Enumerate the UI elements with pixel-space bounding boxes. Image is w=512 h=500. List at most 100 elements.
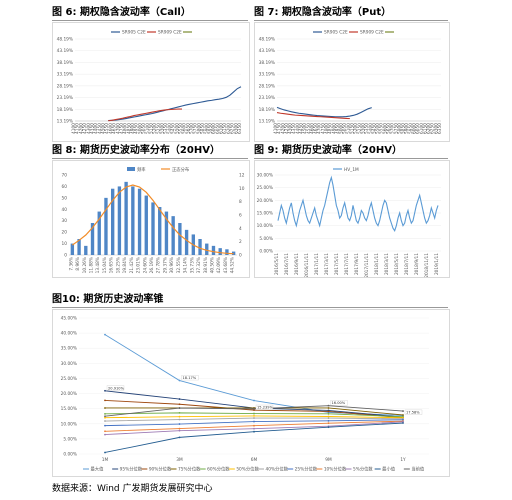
fig8-x-tick-label: 37.32% — [196, 257, 202, 273]
fig7-y-tick-label: 23.19% — [259, 95, 275, 101]
fig8-x-tick-label: 8.96% — [75, 257, 81, 271]
fig8-x-tick-label: 38.91% — [203, 257, 209, 273]
fig8-x-tick-label: 18.25% — [115, 257, 121, 273]
fig6-x-tick-label: 5950 — [207, 123, 213, 134]
fig6-x-tick-label: 4800 — [123, 123, 129, 134]
fig8-bar — [151, 202, 155, 255]
fig8-x-tick-label: 26.19% — [149, 257, 155, 273]
fig9-x-tick-label: 2018/7/11 — [404, 253, 410, 275]
fig6-x-tick-label: 4700 — [115, 123, 121, 134]
fig7-x-tick-label: 5850 — [401, 123, 407, 134]
fig10-series-point — [104, 416, 106, 419]
fig10-x-tick-label: 1Y — [400, 457, 406, 463]
fig7-x-tick-label: 4600 — [309, 123, 315, 134]
fig10-data-label-box — [330, 400, 348, 406]
fig8-left-tick-label: 50 — [62, 195, 68, 201]
fig10-data-label: 16.00% — [332, 401, 346, 405]
fig9-x-tick-label: 2017/5/11 — [334, 253, 340, 275]
fig10-series-point — [104, 333, 106, 336]
fig8-bar — [97, 211, 101, 255]
fig8-title: 图 8: 期货历史波动率分布（20HV） — [52, 144, 248, 159]
fig10-series-point — [178, 415, 181, 418]
fig10-series-point — [327, 404, 330, 407]
fig7-x-tick-label: 4950 — [335, 123, 341, 134]
fig8-bar — [90, 223, 95, 255]
fig9-x-tick-label: 2016/7/11 — [284, 253, 290, 275]
fig7-x-tick-label: 6250 — [430, 123, 436, 134]
fig10-legend-label: 90%分位数 — [149, 466, 172, 473]
fig7-x-tick-label: 4300 — [288, 123, 294, 134]
fig7-x-tick-label: 4650 — [313, 123, 319, 134]
fig7-series-line — [276, 106, 372, 118]
fig10-series-point — [178, 411, 181, 414]
fig6-legend-label: SR909 C2E — [158, 30, 182, 36]
fig10-y-tick-label: 10.00% — [61, 421, 77, 427]
fig8-bar — [158, 207, 162, 255]
fig7-x-tick-label: 6100 — [419, 123, 425, 134]
fig8-bar — [104, 197, 108, 255]
fig10-series-point — [327, 426, 330, 429]
fig6-x-tick-label: 4500 — [101, 123, 107, 134]
fig10-series-point — [327, 415, 330, 418]
fig8-x-tick-label: 27.78% — [156, 257, 162, 273]
fig6-x-tick-label: 6200 — [226, 123, 232, 134]
fig10-series-point — [402, 410, 404, 412]
fig10-y-tick-label: 45.00% — [61, 316, 77, 322]
fig10-series-point — [104, 424, 106, 427]
fig7-x-tick-label: 5800 — [397, 123, 403, 134]
fig8-legend-label: 正态分布 — [172, 166, 190, 173]
fig7-x-tick-label: 5650 — [386, 123, 392, 134]
fig9-x-tick-label: 2016/9/11 — [294, 253, 300, 275]
fig8-bar — [218, 248, 222, 255]
fig10-series-point — [253, 424, 255, 427]
fig10-legend-label: 60%分位数 — [207, 466, 230, 473]
fig8-x-tick-label: 19.84% — [122, 257, 128, 273]
fig6-legend-label: SR905 C2E — [122, 30, 146, 36]
fig10-series-point — [104, 420, 106, 422]
fig10-x-tick-label: 6M — [251, 457, 258, 463]
fig9-y-tick-label: 15.00% — [257, 211, 273, 217]
fig10-series-point — [402, 418, 404, 421]
fig10-series-point — [178, 423, 181, 425]
fig8-left-tick-label: 20 — [62, 230, 68, 236]
fig6-x-tick-label: 6000 — [211, 123, 217, 134]
fig10-legend-label: 10%分位数 — [324, 466, 347, 473]
fig7-x-tick-label: 6000 — [411, 123, 417, 134]
fig7-x-tick-label: 4250 — [284, 123, 290, 134]
fig8-bar — [124, 181, 128, 255]
fig8-left-tick-label: 70 — [62, 173, 68, 179]
fig7-x-tick-label: 5250 — [357, 123, 363, 134]
fig10-y-tick-label: 5.00% — [63, 436, 77, 442]
fig8-legend-label: 频率 — [137, 166, 146, 173]
fig8-bar — [144, 195, 148, 255]
fig6-x-tick-label: 5800 — [196, 123, 202, 134]
fig7-x-tick-label: 5350 — [364, 123, 370, 134]
fig6-x-tick-label: 4750 — [119, 123, 125, 134]
fig7-y-tick-label: 33.19% — [259, 72, 275, 78]
fig8-x-tick-label: 15.04% — [102, 257, 108, 273]
fig6-y-tick-label: 43.19% — [57, 48, 73, 54]
fig9-x-tick-label: 2017/1/11 — [314, 253, 320, 275]
fig8-bar — [70, 243, 75, 255]
fig8-left-tick-label: 30 — [62, 218, 68, 224]
fig10-data-label: 17.58% — [406, 411, 420, 415]
fig6-x-tick-label: 4450 — [97, 123, 103, 134]
fig8-left-tick-label: 60 — [62, 184, 68, 190]
fig6-y-tick-label: 38.19% — [57, 60, 73, 66]
fig10-series-point — [327, 410, 330, 413]
fig7-y-tick-label: 43.19% — [259, 48, 275, 54]
fig10-series-point — [104, 415, 106, 418]
fig10-series-point — [104, 412, 106, 415]
fig7-x-tick-label: 5700 — [390, 123, 396, 134]
fig6-x-tick-label: 5550 — [178, 123, 184, 134]
fig9-x-tick-label: 2016/11/11 — [304, 253, 310, 277]
fig10-y-tick-label: 20.00% — [61, 391, 77, 397]
fig9-y-tick-label: 30.00% — [257, 173, 273, 179]
fig10-series-line — [104, 422, 404, 453]
fig10-series-point — [402, 414, 404, 416]
fig6-x-tick-label: 4850 — [126, 123, 132, 134]
fig10-series-point — [104, 451, 106, 454]
fig10-series-point — [327, 412, 330, 415]
fig10-series-point — [104, 399, 106, 402]
fig7-y-tick-label: 13.19% — [259, 119, 275, 125]
